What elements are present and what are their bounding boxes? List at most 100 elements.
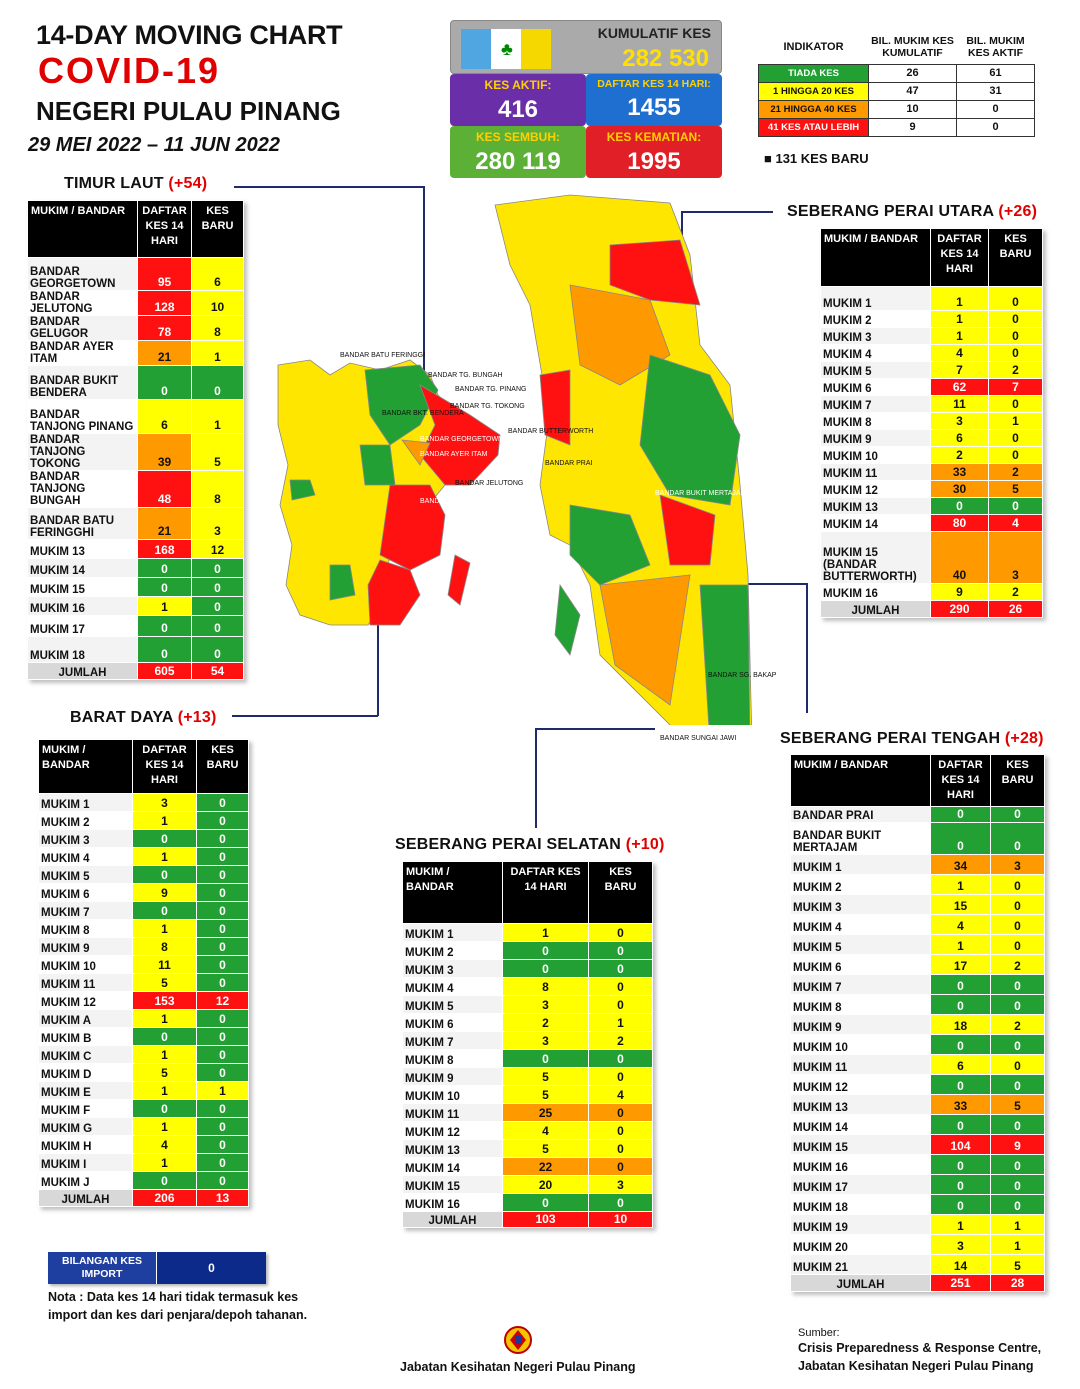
table-row: BANDAR JELUTONG 128 10 bbox=[27, 290, 244, 316]
import-value: 0 bbox=[156, 1252, 266, 1284]
title-line1: 14-DAY MOVING CHART bbox=[36, 20, 343, 50]
connector-line bbox=[681, 211, 773, 213]
daftar-14-hari: 33 bbox=[930, 463, 989, 481]
daftar-14-hari: 1 bbox=[930, 934, 991, 955]
kes-baru: 1 bbox=[191, 340, 244, 366]
daftar-14-hari: 153 bbox=[132, 991, 197, 1010]
total-baru: 28 bbox=[990, 1274, 1045, 1292]
daftar-14-hari: 0 bbox=[930, 1154, 991, 1175]
kes-baru: 8 bbox=[191, 470, 244, 508]
total-daftar: 251 bbox=[930, 1274, 991, 1292]
column-header: DAFTAR KES 14 HARI bbox=[502, 861, 589, 924]
table-barat-daya: MUKIM / BANDAR DAFTAR KES 14 HARI KES BARU… bbox=[38, 739, 249, 1207]
daftar-14-hari: 0 bbox=[132, 829, 197, 848]
daftar-14-hari: 0 bbox=[930, 994, 991, 1015]
kes-baru: 0 bbox=[988, 327, 1043, 345]
kes-baru: 0 bbox=[191, 365, 244, 400]
legend-header-indikator: INDIKATOR bbox=[783, 40, 844, 53]
table-row: MUKIM 13 33 5 bbox=[790, 1094, 1045, 1115]
daftar-14-hari: 8 bbox=[502, 977, 589, 996]
daftar-14-hari: 3 bbox=[502, 1031, 589, 1050]
map-label: BANDAR BUTTERWORTH bbox=[508, 428, 594, 435]
sembuh-box: KES SEMBUH: 280 119 bbox=[450, 126, 586, 178]
table-row: MUKIM 21 14 5 bbox=[790, 1254, 1045, 1275]
mukim-name: MUKIM 8 bbox=[820, 412, 931, 430]
mukim-name: MUKIM F bbox=[38, 1099, 133, 1118]
table-row: MUKIM 15 20 3 bbox=[402, 1175, 653, 1194]
table-row: MUKIM 13 168 12 bbox=[27, 539, 244, 559]
connector-line bbox=[232, 715, 378, 717]
daftar-14-hari: 5 bbox=[502, 1085, 589, 1104]
kes-baru: 0 bbox=[191, 558, 244, 578]
mukim-name: MUKIM 3 bbox=[38, 829, 133, 848]
table-row: MUKIM 19 1 1 bbox=[790, 1214, 1045, 1235]
daftar-14-hari: 9 bbox=[930, 583, 989, 601]
mukim-name: MUKIM D bbox=[38, 1063, 133, 1082]
legend-row: 1 HINGGA 20 KES 47 31 bbox=[758, 81, 1035, 101]
mukim-name: MUKIM 4 bbox=[820, 344, 931, 362]
mukim-name: MUKIM C bbox=[38, 1045, 133, 1064]
kes-baru: 5 bbox=[990, 1254, 1045, 1275]
penang-island bbox=[277, 359, 501, 626]
kes-baru: 12 bbox=[191, 539, 244, 559]
note-text: Nota : Data kes 14 hari tidak termasuk k… bbox=[48, 1290, 308, 1322]
kes-baru: 0 bbox=[990, 806, 1045, 823]
mukim-name: MUKIM 9 bbox=[402, 1067, 503, 1086]
daftar-14-hari: 2 bbox=[502, 1013, 589, 1032]
total-daftar: 206 bbox=[132, 1189, 197, 1207]
mukim-name: MUKIM 12 bbox=[402, 1121, 503, 1140]
daftar-14-hari: 11 bbox=[132, 955, 197, 974]
legend-kum: 47 bbox=[868, 81, 957, 101]
kes-baru: 0 bbox=[990, 934, 1045, 955]
mukim-name: MUKIM 8 bbox=[38, 919, 133, 938]
table-row: BANDAR GELUGOR 78 8 bbox=[27, 315, 244, 341]
daftar-14-hari: 0 bbox=[132, 865, 197, 884]
kes-baru: 0 bbox=[990, 1174, 1045, 1195]
kes-baru: 0 bbox=[196, 883, 249, 902]
table-row: MUKIM 10 2 0 bbox=[820, 446, 1043, 464]
kes-baru: 0 bbox=[990, 1194, 1045, 1215]
legend-label: TIADA KES bbox=[758, 63, 869, 83]
daftar-14-hari: 39 bbox=[137, 433, 192, 471]
table-row: BANDAR GEORGETOWN 95 6 bbox=[27, 257, 244, 291]
mukim-name: MUKIM 11 bbox=[820, 463, 931, 481]
daftar-14-hari: 0 bbox=[502, 941, 589, 960]
column-header: KES BARU bbox=[990, 754, 1045, 807]
kematian-label: KES KEMATIAN: bbox=[606, 130, 702, 144]
mukim-name: MUKIM 18 bbox=[27, 636, 138, 663]
penang-flag-icon: ♣ bbox=[461, 29, 551, 69]
table-row: BANDAR TANJONG BUNGAH 48 8 bbox=[27, 470, 244, 508]
import-label: BILANGAN KES IMPORT bbox=[48, 1252, 156, 1284]
table-row: MUKIM 7 11 0 bbox=[820, 395, 1043, 413]
table-row: MUKIM 11 25 0 bbox=[402, 1103, 653, 1122]
mukim-name: MUKIM 17 bbox=[27, 615, 138, 637]
kes-baru: 0 bbox=[588, 923, 653, 942]
mukim-name: MUKIM 8 bbox=[790, 994, 931, 1015]
mukim-name: MUKIM 17 bbox=[790, 1174, 931, 1195]
mukim-name: MUKIM 4 bbox=[402, 977, 503, 996]
kes-baru: 0 bbox=[196, 865, 249, 884]
mukim-name: MUKIM 13 bbox=[27, 539, 138, 559]
daftar-14-hari: 0 bbox=[132, 901, 197, 920]
legend-akt: 61 bbox=[956, 63, 1035, 83]
table-seberang-perai-tengah: MUKIM / BANDAR DAFTAR KES 14 HARI KES BARU… bbox=[790, 754, 1045, 1292]
column-header: KES BARU bbox=[196, 739, 249, 794]
kes-baru: 6 bbox=[191, 257, 244, 291]
kes-baru: 5 bbox=[988, 480, 1043, 498]
daftar-14-hari: 1 bbox=[930, 286, 989, 311]
map-label: BANDAR GELUGOR bbox=[420, 498, 487, 505]
connector-line bbox=[806, 583, 808, 713]
new-cases-note: ■ 131 KES BARU bbox=[764, 150, 869, 166]
kes-baru: 0 bbox=[196, 973, 249, 992]
penang-district-map bbox=[277, 194, 752, 725]
kes-baru: 1 bbox=[990, 1214, 1045, 1235]
title-state: NEGERI PULAU PINANG bbox=[36, 96, 341, 126]
map-label: BANDAR PRAI bbox=[545, 460, 593, 467]
table-row: MUKIM 16 0 0 bbox=[790, 1154, 1045, 1175]
